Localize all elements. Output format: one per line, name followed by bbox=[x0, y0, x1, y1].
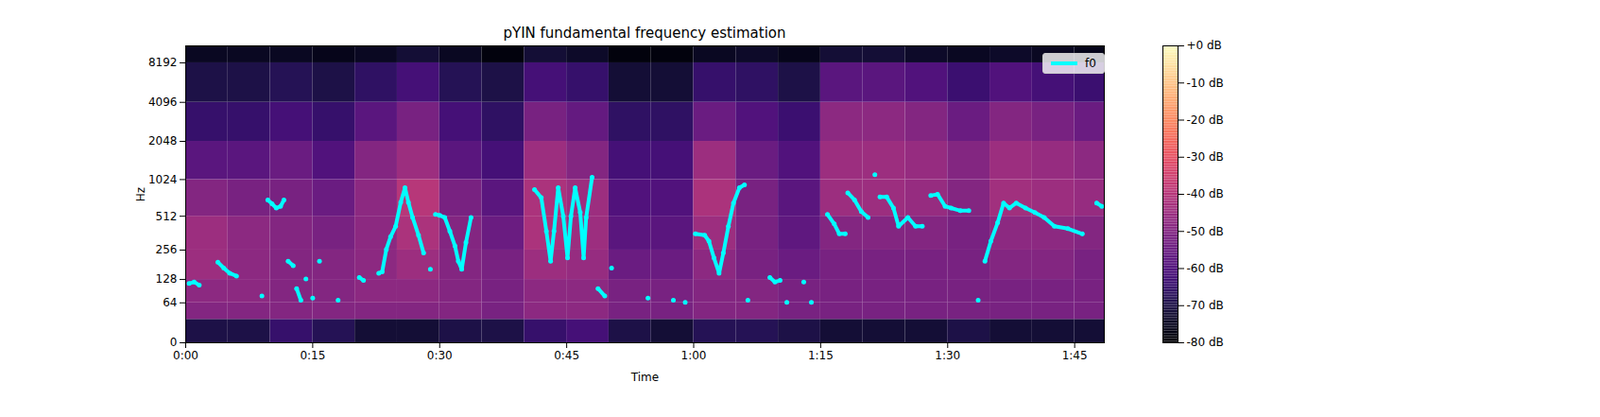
svg-text:Hz: Hz bbox=[134, 187, 148, 202]
svg-text:0:30: 0:30 bbox=[427, 348, 453, 362]
svg-text:-80 dB: -80 dB bbox=[1187, 335, 1224, 349]
svg-text:256: 256 bbox=[155, 242, 178, 257]
svg-text:-60 dB: -60 dB bbox=[1187, 261, 1224, 276]
html-text:pYIN fundamental frequency est: pYIN fundamental frequency estimation bbox=[503, 24, 786, 42]
svg-text:0:00: 0:00 bbox=[172, 348, 199, 362]
svg-text:-20 dB: -20 dB bbox=[1187, 113, 1224, 127]
svg-text:1:15: 1:15 bbox=[808, 348, 834, 362]
svg-text:4096: 4096 bbox=[148, 95, 178, 109]
svg-text:512: 512 bbox=[155, 208, 178, 223]
svg-text:64: 64 bbox=[162, 295, 177, 310]
svg-text:1:45: 1:45 bbox=[1062, 348, 1088, 362]
svg-text:1:00: 1:00 bbox=[681, 348, 707, 362]
svg-text:0: 0 bbox=[170, 335, 178, 349]
svg-text:8192: 8192 bbox=[148, 55, 178, 69]
svg-text:-70 dB: -70 dB bbox=[1187, 298, 1224, 312]
svg-text:2048: 2048 bbox=[148, 134, 178, 148]
svg-text:-10 dB: -10 dB bbox=[1187, 76, 1224, 90]
svg-text:128: 128 bbox=[155, 272, 178, 286]
svg-text:0:45: 0:45 bbox=[553, 348, 580, 362]
svg-text:-50 dB: -50 dB bbox=[1187, 224, 1224, 239]
html-text:f0: f0 bbox=[1084, 56, 1097, 70]
svg-text:1:30: 1:30 bbox=[934, 348, 961, 362]
svg-text:-30 dB: -30 dB bbox=[1187, 150, 1224, 164]
svg-text:-40 dB: -40 dB bbox=[1187, 187, 1224, 201]
svg-text:0:15: 0:15 bbox=[299, 348, 326, 362]
svg-text:Time: Time bbox=[630, 370, 659, 384]
svg-text:1024: 1024 bbox=[148, 172, 178, 187]
svg-text:+0 dB: +0 dB bbox=[1187, 38, 1222, 52]
